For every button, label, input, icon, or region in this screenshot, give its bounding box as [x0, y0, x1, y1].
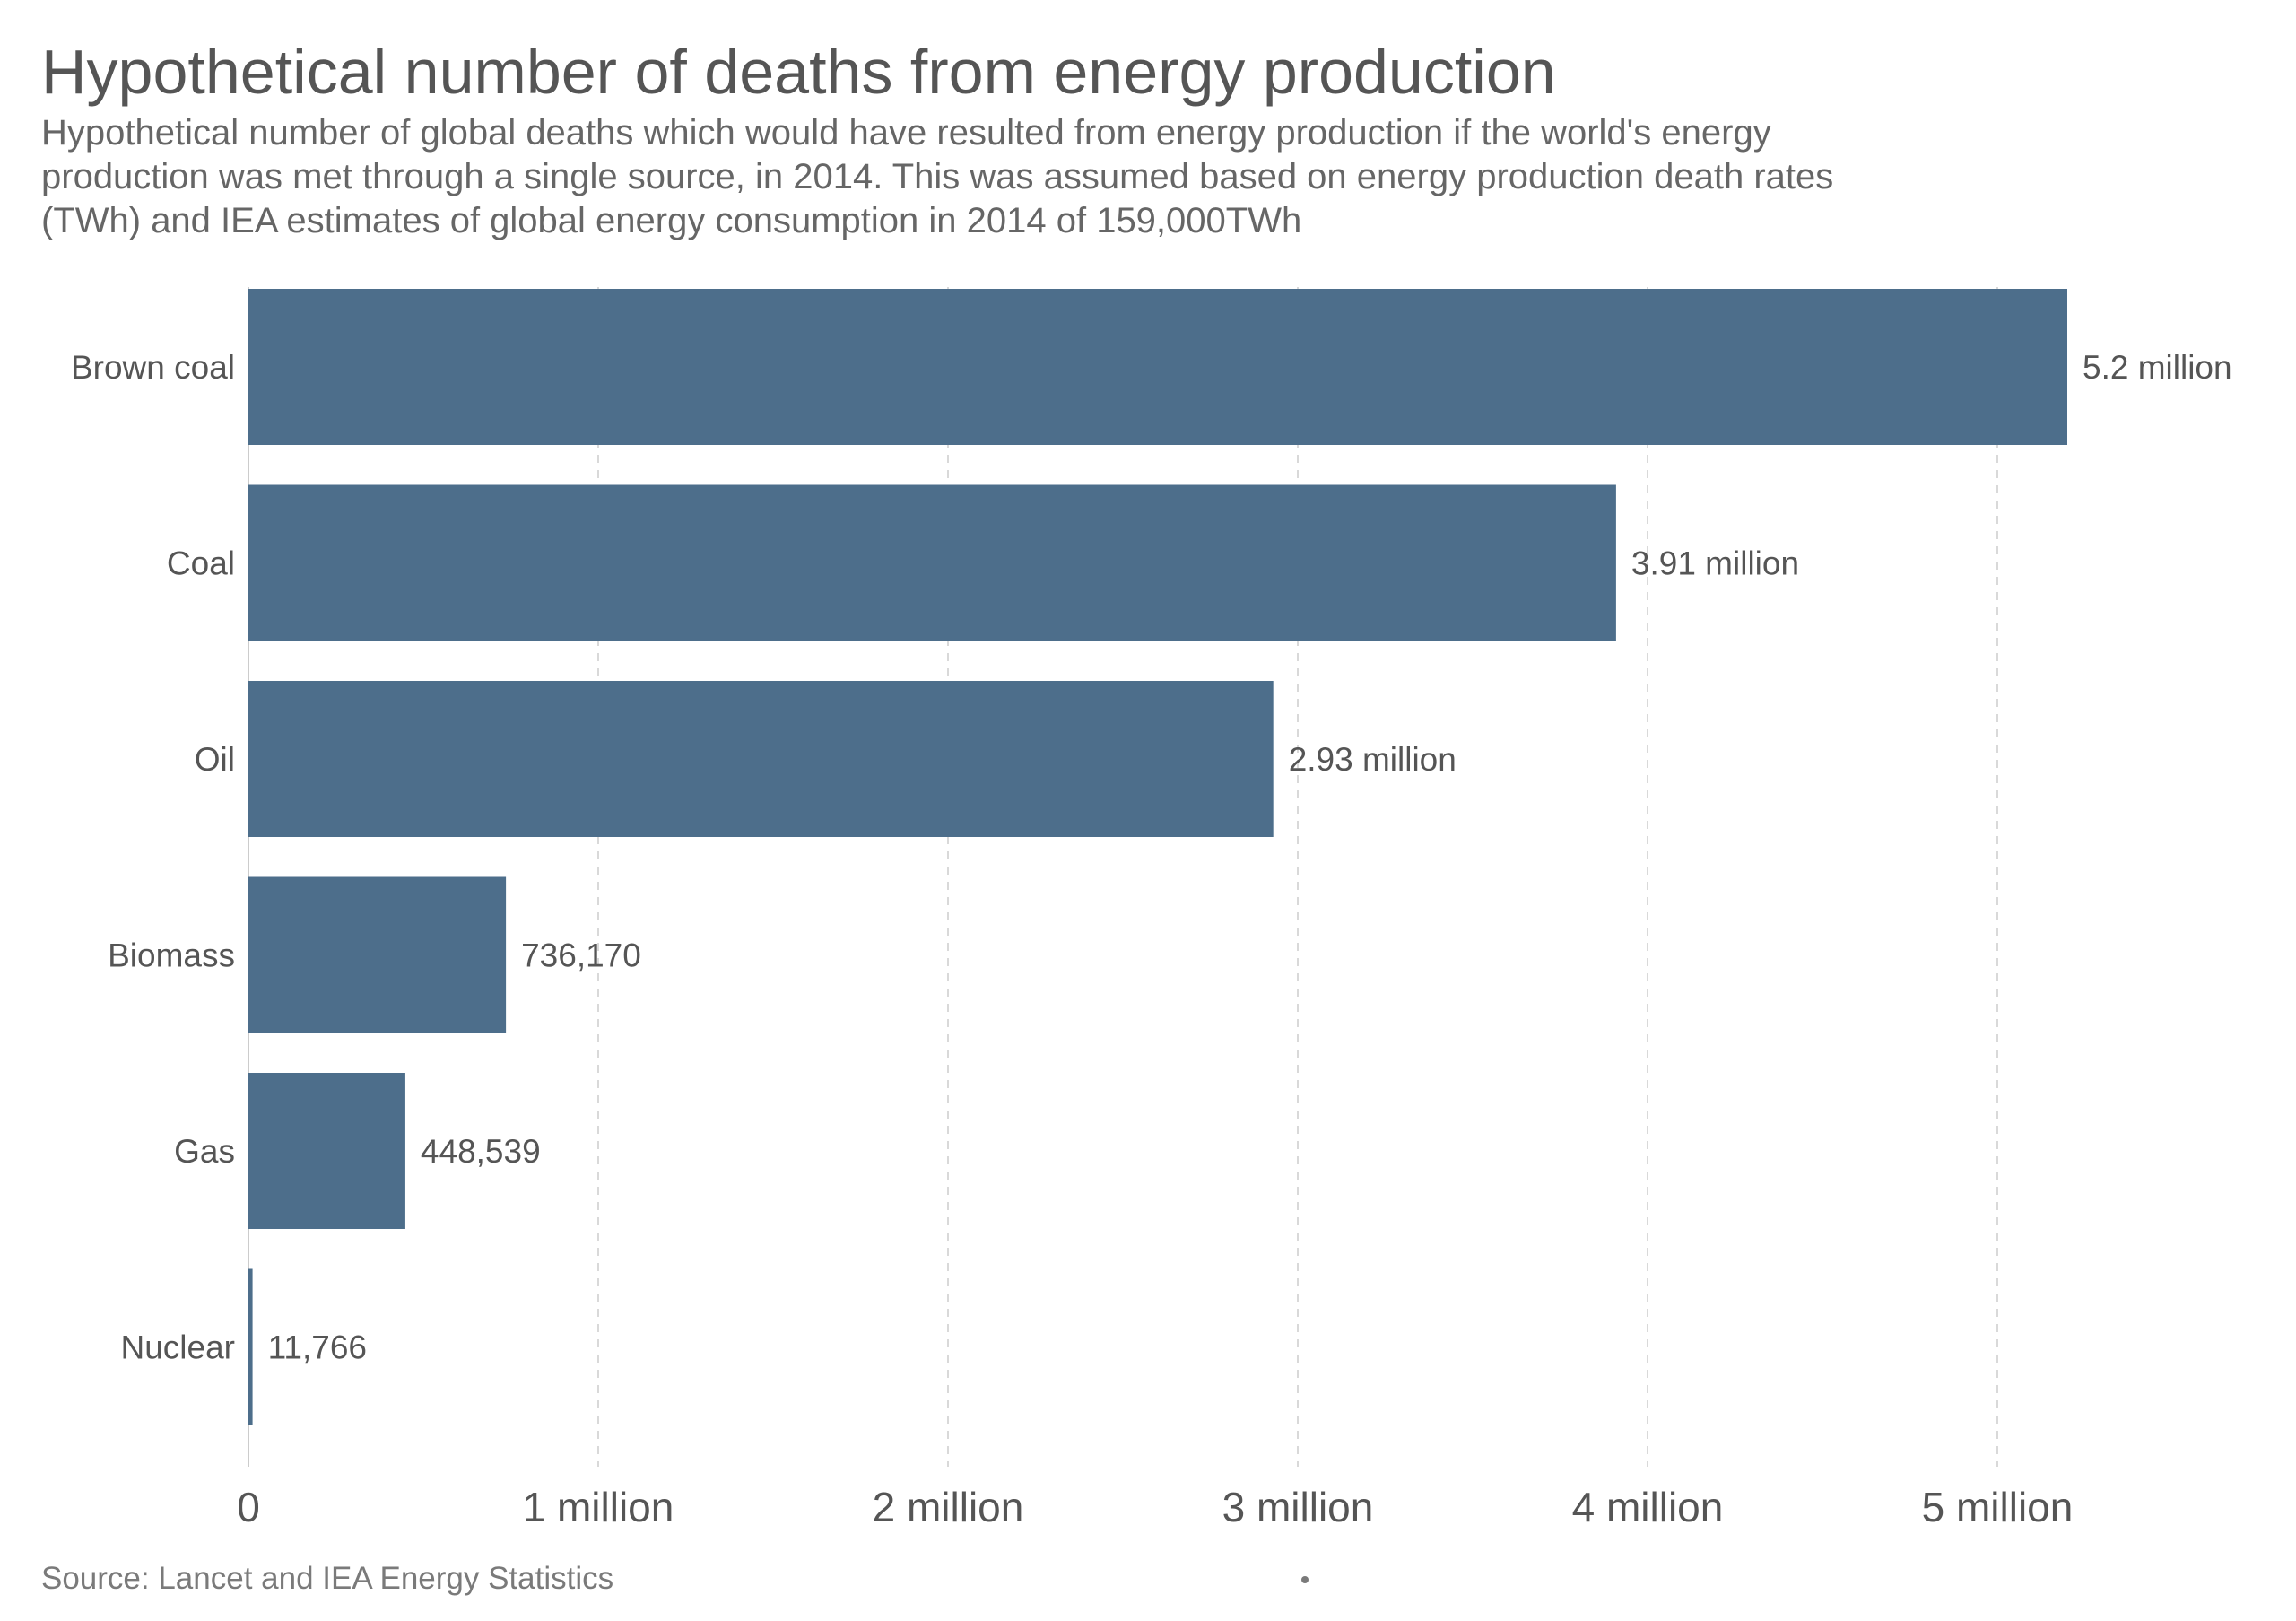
- bar-2: [248, 681, 1274, 837]
- category-label-0: Brown coal: [71, 349, 235, 386]
- bar-0: [248, 289, 2067, 445]
- chart-subtitle: Hypothetical number of global deaths whi…: [41, 111, 2104, 243]
- bar-4: [248, 1073, 405, 1229]
- source-note: Source: Lancet and IEA Energy Statistics: [41, 1561, 614, 1596]
- labels: 0 1 million 2 million 3 million 4 million 5 m…: [71, 349, 2232, 1530]
- footer-dot: [1301, 1576, 1309, 1583]
- x-tick-label-5: 5 million: [1922, 1484, 2074, 1530]
- chart-title: Hypothetical number of deaths from energ…: [41, 37, 1556, 107]
- value-label-1: 3.91 million: [1631, 545, 1799, 582]
- value-label-2: 2.93 million: [1289, 741, 1457, 778]
- category-label-2: Oil: [195, 741, 235, 778]
- subtitle-line-1: Hypothetical number of global deaths whi…: [41, 113, 1771, 153]
- x-tick-label-3: 3 million: [1222, 1484, 1374, 1530]
- subtitle-line-2: production was met through a single sour…: [41, 157, 1834, 196]
- x-tick-label-0: 0: [237, 1484, 260, 1530]
- category-label-5: Nuclear: [121, 1329, 236, 1366]
- bar-3: [248, 876, 507, 1033]
- x-tick-label-4: 4 million: [1572, 1484, 1724, 1530]
- bar-1: [248, 484, 1616, 641]
- x-tick-label-2: 2 million: [873, 1484, 1024, 1530]
- bars: [248, 289, 2067, 1425]
- x-tick-label-1: 1 million: [523, 1484, 674, 1530]
- bar-5: [248, 1268, 253, 1425]
- value-label-5: 11,766: [268, 1329, 367, 1366]
- value-label-4: 448,539: [421, 1133, 541, 1170]
- category-label-3: Biomass: [108, 937, 235, 974]
- subtitle-line-3: (TWh) and IEA estimates of global energy…: [41, 201, 1302, 240]
- value-label-3: 736,170: [521, 937, 641, 974]
- category-label-4: Gas: [174, 1133, 235, 1170]
- value-label-0: 5.2 million: [2083, 349, 2232, 386]
- grid-lines: [248, 287, 1998, 1467]
- category-label-1: Coal: [167, 545, 235, 582]
